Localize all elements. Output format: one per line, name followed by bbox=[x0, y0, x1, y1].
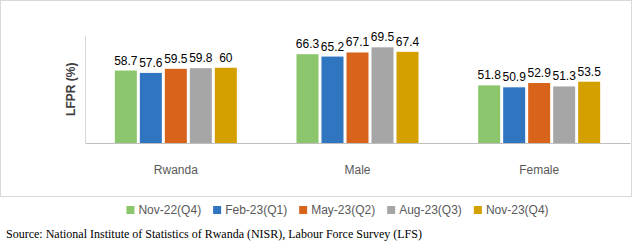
chart: 58.7 66.3 51.8 57.6 65.2 50.9 59.5 67.1 52.9 59.8… bbox=[0, 0, 637, 245]
data-label: 53.5 bbox=[577, 65, 601, 79]
data-label: 59.8 bbox=[189, 51, 213, 65]
y-axis-title: LFPR (%) bbox=[64, 63, 78, 116]
bar bbox=[165, 69, 187, 143]
legend-item: Nov-23(Q4) bbox=[474, 203, 549, 217]
data-label: 51.8 bbox=[477, 68, 501, 82]
data-label: 58.7 bbox=[114, 54, 138, 68]
bar bbox=[528, 83, 550, 143]
legend-label: Aug-23(Q3) bbox=[399, 203, 462, 217]
x-tick: Male bbox=[344, 163, 370, 177]
source-note: Source: National Institute of Statistics… bbox=[6, 227, 422, 241]
x-tick-label: Rwanda bbox=[154, 163, 198, 177]
x-tick: Rwanda bbox=[154, 163, 198, 177]
bar bbox=[478, 85, 500, 143]
data-label: 51.3 bbox=[552, 69, 576, 83]
legend-label: Nov-22(Q4) bbox=[138, 203, 201, 217]
data-label: 67.4 bbox=[396, 35, 420, 49]
legend: Nov-22(Q4) Feb-23(Q1) May-23(Q2) Aug-23(Q3)… bbox=[126, 203, 548, 217]
legend-swatch bbox=[126, 206, 134, 214]
bar bbox=[397, 52, 419, 143]
data-label: 67.1 bbox=[346, 35, 370, 49]
x-tick-label: Female bbox=[519, 163, 559, 177]
x-axis-line bbox=[86, 143, 631, 144]
data-label: 50.9 bbox=[502, 70, 526, 84]
bar bbox=[115, 71, 137, 143]
legend-item: May-23(Q2) bbox=[299, 203, 375, 217]
x-axis: Rwanda Male Female bbox=[86, 144, 631, 177]
data-label: 66.3 bbox=[296, 37, 320, 51]
legend-swatch bbox=[474, 206, 482, 214]
data-labels: 58.7 66.3 51.8 57.6 65.2 50.9 59.5 67.1 52.9 59.8… bbox=[114, 30, 601, 84]
bar bbox=[372, 47, 394, 143]
bars bbox=[115, 47, 600, 143]
bar bbox=[553, 86, 575, 143]
bar bbox=[503, 87, 525, 143]
legend-swatch bbox=[299, 206, 307, 214]
legend-label: Feb-23(Q1) bbox=[225, 203, 287, 217]
bar bbox=[578, 82, 600, 143]
data-label: 65.2 bbox=[321, 40, 345, 54]
legend-swatch bbox=[387, 206, 395, 214]
legend-item: Aug-23(Q3) bbox=[387, 203, 462, 217]
legend-item: Nov-22(Q4) bbox=[126, 203, 201, 217]
bar bbox=[347, 52, 369, 143]
bar bbox=[190, 68, 212, 143]
data-label: 59.5 bbox=[164, 52, 188, 66]
data-label: 52.9 bbox=[527, 66, 551, 80]
bar bbox=[215, 68, 237, 143]
legend-swatch bbox=[213, 206, 221, 214]
data-label: 69.5 bbox=[371, 30, 395, 44]
bar bbox=[322, 57, 344, 143]
data-label: 57.6 bbox=[139, 56, 163, 70]
y-axis-line bbox=[85, 36, 86, 144]
bar bbox=[140, 73, 162, 143]
legend-item: Feb-23(Q1) bbox=[213, 203, 287, 217]
x-tick: Female bbox=[519, 163, 559, 177]
y-axis bbox=[85, 36, 86, 144]
legend-label: May-23(Q2) bbox=[311, 203, 375, 217]
data-label: 60 bbox=[219, 51, 233, 65]
chart-frame bbox=[1, 1, 632, 197]
bar bbox=[297, 54, 319, 143]
x-tick-label: Male bbox=[344, 163, 370, 177]
legend-label: Nov-23(Q4) bbox=[486, 203, 549, 217]
